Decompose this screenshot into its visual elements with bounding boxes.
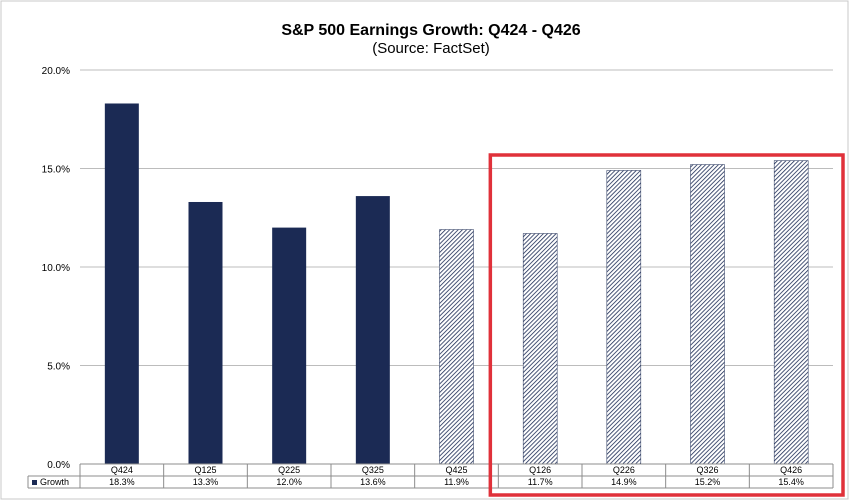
data-label: 11.7%	[528, 477, 553, 487]
x-tick-label: Q325	[362, 465, 384, 475]
y-axis-labels: 0.0% 5.0% 10.0% 15.0% 20.0%	[42, 66, 70, 471]
chart-subtitle: (Source: FactSet)	[372, 40, 490, 57]
bar	[355, 196, 390, 464]
data-label: 18.3%	[109, 477, 135, 487]
x-tick-label: Q125	[194, 465, 216, 475]
x-tick-label: Q425	[445, 465, 467, 475]
bar	[188, 201, 223, 465]
bar	[522, 233, 558, 465]
y-tick-label: 0.0%	[47, 460, 70, 471]
data-label: 11.9%	[444, 477, 469, 487]
bar	[773, 160, 809, 465]
chart-title: S&P 500 Earnings Growth: Q424 - Q426	[281, 22, 581, 39]
series-name: Growth	[40, 477, 69, 487]
y-tick-label: 15.0%	[42, 165, 70, 176]
chart-frame	[0, 0, 849, 500]
bar	[104, 103, 139, 465]
x-tick-label: Q225	[278, 465, 300, 475]
x-tick-label: Q126	[529, 465, 551, 475]
x-tick-label: Q226	[613, 465, 635, 475]
legend-key	[32, 480, 37, 485]
data-label: 13.6%	[360, 477, 386, 487]
highlight-box	[488, 153, 845, 497]
bars	[104, 103, 809, 465]
data-table: Growth Q424 18.3% Q125 13.3% Q225 12.0% Q325 13.…	[27, 463, 834, 489]
y-tick-label: 10.0%	[42, 263, 70, 274]
y-tick-label: 5.0%	[47, 362, 70, 373]
x-tick-label: Q426	[780, 465, 802, 475]
bar	[272, 227, 307, 464]
y-tick-label: 20.0%	[42, 66, 70, 77]
bar	[606, 170, 642, 465]
bar	[439, 229, 474, 465]
data-label: 12.0%	[276, 477, 302, 487]
bar	[690, 164, 725, 465]
data-label: 15.2%	[695, 477, 721, 487]
highlight-rectangle	[488, 153, 845, 497]
x-tick-label: Q326	[696, 465, 718, 475]
data-label: 15.4%	[778, 477, 804, 487]
data-label: 14.9%	[611, 477, 637, 487]
data-label: 13.3%	[193, 477, 219, 487]
x-tick-label: Q424	[111, 465, 133, 475]
